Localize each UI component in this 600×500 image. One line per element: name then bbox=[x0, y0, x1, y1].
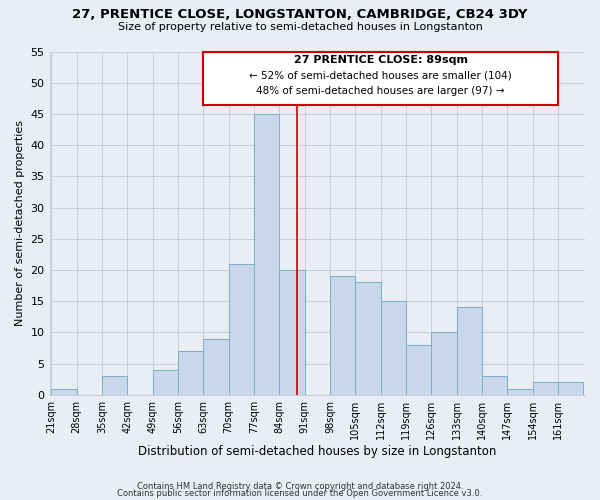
Text: 48% of semi-detached houses are larger (97) →: 48% of semi-detached houses are larger (… bbox=[256, 86, 505, 96]
FancyBboxPatch shape bbox=[203, 52, 558, 104]
Bar bbox=[533, 382, 558, 395]
Bar bbox=[406, 345, 431, 395]
Bar bbox=[457, 308, 482, 395]
Bar bbox=[482, 376, 507, 395]
Bar bbox=[355, 282, 380, 395]
Bar bbox=[52, 388, 77, 395]
Bar bbox=[507, 388, 533, 395]
Bar bbox=[279, 270, 305, 395]
Bar bbox=[380, 301, 406, 395]
Bar bbox=[102, 376, 127, 395]
Bar bbox=[229, 264, 254, 395]
Bar bbox=[178, 351, 203, 395]
Text: Size of property relative to semi-detached houses in Longstanton: Size of property relative to semi-detach… bbox=[118, 22, 482, 32]
Text: 27 PRENTICE CLOSE: 89sqm: 27 PRENTICE CLOSE: 89sqm bbox=[293, 55, 467, 65]
Text: Contains public sector information licensed under the Open Government Licence v3: Contains public sector information licen… bbox=[118, 489, 482, 498]
Bar bbox=[152, 370, 178, 395]
Text: 27, PRENTICE CLOSE, LONGSTANTON, CAMBRIDGE, CB24 3DY: 27, PRENTICE CLOSE, LONGSTANTON, CAMBRID… bbox=[72, 8, 528, 20]
Text: Contains HM Land Registry data © Crown copyright and database right 2024.: Contains HM Land Registry data © Crown c… bbox=[137, 482, 463, 491]
Bar bbox=[203, 338, 229, 395]
Text: ← 52% of semi-detached houses are smaller (104): ← 52% of semi-detached houses are smalle… bbox=[249, 70, 512, 81]
Bar bbox=[330, 276, 355, 395]
Y-axis label: Number of semi-detached properties: Number of semi-detached properties bbox=[15, 120, 25, 326]
Bar bbox=[431, 332, 457, 395]
Bar bbox=[254, 114, 279, 395]
X-axis label: Distribution of semi-detached houses by size in Longstanton: Distribution of semi-detached houses by … bbox=[138, 444, 496, 458]
Bar bbox=[558, 382, 583, 395]
